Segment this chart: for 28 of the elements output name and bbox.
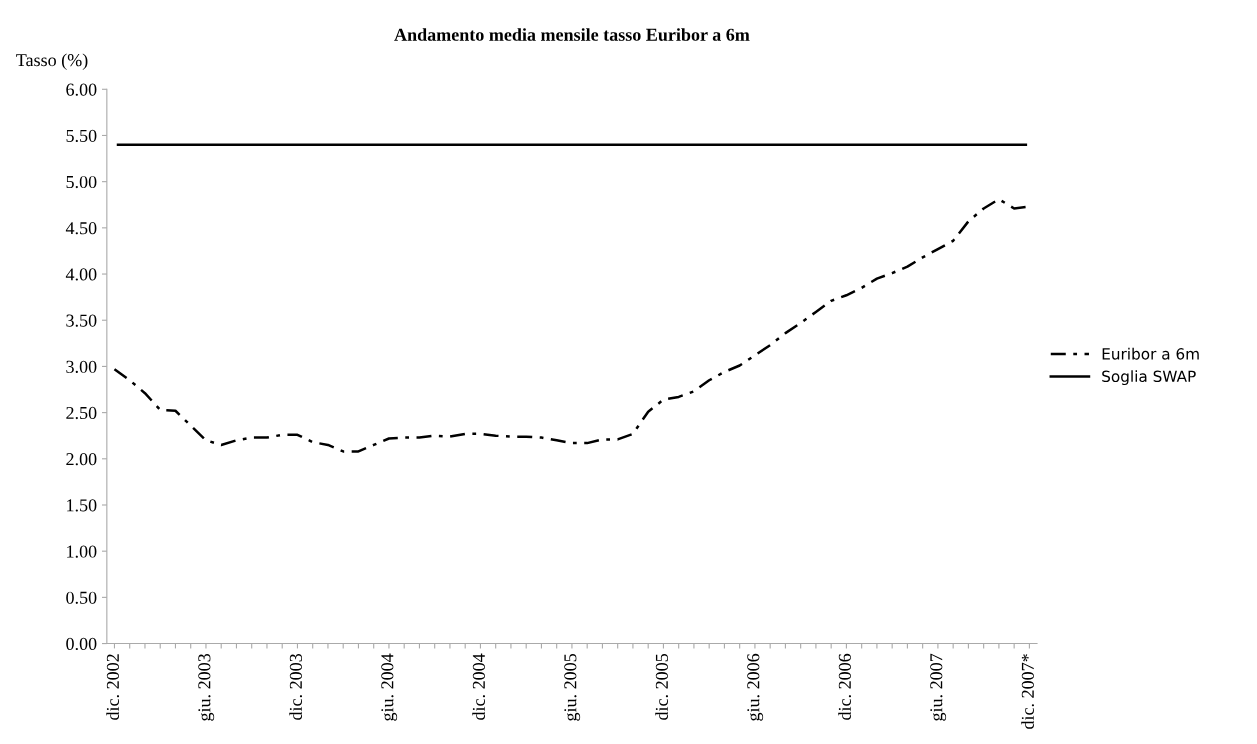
y-tick-label: 0.00 [66, 637, 97, 651]
x-tick-label: giu. 2004 [381, 653, 398, 721]
x-tick-label: dic. 2007* [1021, 654, 1034, 729]
y-tick-label: 1.50 [67, 499, 97, 512]
x-tick-label: dic. 2006 [838, 653, 852, 720]
x-tick-label: giu. 2005 [564, 653, 581, 721]
y-tick-label: 5.50 [66, 129, 97, 142]
y-tick-label: 6.00 [66, 83, 97, 96]
x-tick-label: dic. 2004 [472, 653, 486, 720]
y-tick-label: 4.50 [65, 222, 97, 235]
y-tick-label: 3.50 [66, 314, 97, 327]
x-tick-label: dic. 2005 [655, 653, 669, 720]
y-tick-label: 2.50 [66, 406, 97, 420]
x-tick-label: dic. 2003 [289, 653, 303, 720]
y-tick-label: 2.00 [66, 453, 97, 466]
chart-title: Andamento media mensile tasso Euribor a 6m [394, 28, 750, 41]
y-tick-label: 5.00 [66, 175, 97, 189]
y-tick-label: 3.00 [66, 360, 97, 373]
x-tick-label: giu. 2007 [930, 653, 947, 721]
y-axis-title: Tasso (%) [16, 53, 88, 70]
y-tick-label: 4.00 [65, 268, 97, 281]
y-tick-label: 1.00 [67, 545, 97, 558]
y-tick-label: 0.50 [66, 591, 97, 604]
x-tick-label: giu. 2003 [198, 653, 215, 721]
legend-label: Euribor a 6m [1102, 347, 1199, 360]
x-tick-label: dic. 2002 [106, 654, 120, 720]
legend-label: Soglia SWAP [1102, 370, 1196, 386]
x-tick-label: giu. 2006 [747, 653, 764, 721]
